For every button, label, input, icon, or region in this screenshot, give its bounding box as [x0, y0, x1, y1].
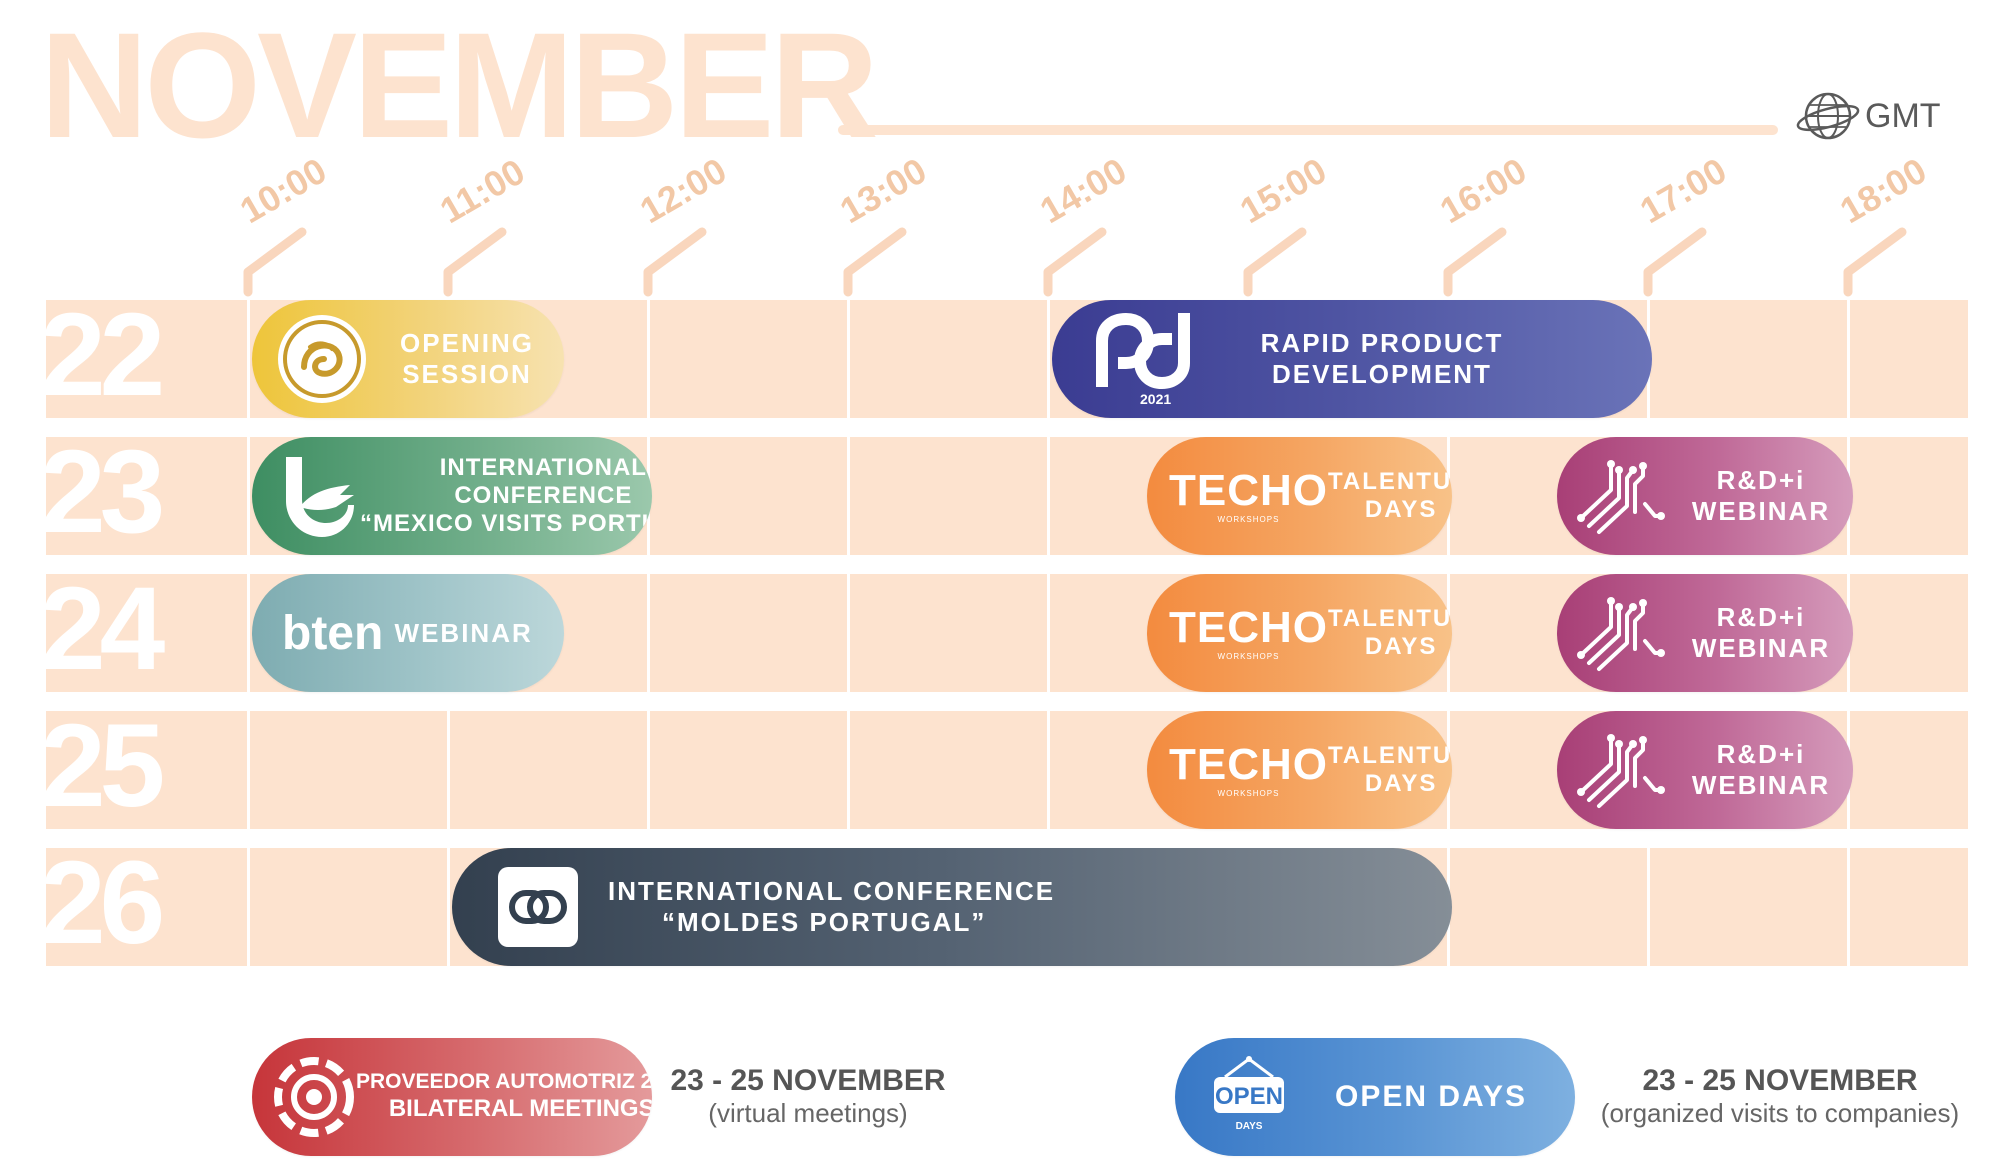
hour-marker: 12:00	[633, 150, 786, 300]
techo-logo-sub: WORKSHOPS	[1217, 788, 1280, 798]
date-range-main: 23 - 25 NOVEMBER	[1642, 1064, 1918, 1097]
event-title-line: R&D+i	[1716, 602, 1806, 633]
techo-logo: TECHO WORKSHOPS	[1169, 602, 1328, 661]
techo-logo-sub: WORKSHOPS	[1217, 651, 1280, 661]
event-talentum-days[interactable]: TECHO WORKSHOPS TALENTUM DAYS	[1147, 437, 1452, 555]
day-number: 23	[40, 426, 165, 558]
event-title-line: DAYS	[1364, 633, 1438, 660]
techo-logo: TECHO WORKSHOPS	[1169, 739, 1328, 798]
event-title-line: OPEN DAYS	[1335, 1080, 1527, 1114]
date-range-note: (organized visits to companies)	[1600, 1098, 1960, 1128]
open-sign-word: OPEN	[1214, 1082, 1283, 1110]
opening-emblem-icon	[278, 315, 366, 403]
event-title-line: PROVEEDOR AUTOMOTRIZ 2021	[356, 1070, 652, 1094]
event-bten-webinar[interactable]: bten WEBINAR	[252, 574, 564, 692]
event-title-line: TALENTUM	[1328, 604, 1452, 632]
hour-marker: 10:00	[233, 150, 386, 300]
event-rapid-product-development[interactable]: 2021 RAPID PRODUCT DEVELOPMENT	[1052, 300, 1652, 418]
techo-logo-word: TECHO	[1169, 602, 1328, 652]
timezone-indicator: GMT	[1795, 88, 1941, 144]
rpd-logo-icon	[1096, 312, 1190, 390]
proveedor-dates: 23 - 25 NOVEMBER (virtual meetings)	[668, 1064, 948, 1129]
event-title-line: WEBINAR	[1691, 770, 1831, 800]
event-rdi-webinar[interactable]: R&D+i WEBINAR	[1557, 711, 1853, 829]
rpd-logo: 2021	[1096, 311, 1192, 407]
day-number: 24	[40, 563, 165, 695]
event-title-line: “MOLDES PORTUGAL”	[662, 907, 987, 937]
timezone-label: GMT	[1865, 96, 1941, 135]
day-number: 22	[40, 289, 165, 421]
event-open-days[interactable]: OPEN DAYS OPEN DAYS	[1175, 1038, 1575, 1156]
techo-logo-word: TECHO	[1169, 465, 1328, 515]
event-title-line: TALENTUM	[1328, 467, 1452, 495]
techo-logo-word: TECHO	[1169, 739, 1328, 789]
event-title-line: INTERNATIONAL	[439, 453, 647, 481]
event-title-line: R&D+i	[1716, 465, 1806, 496]
event-talentum-days[interactable]: TECHO WORKSHOPS TALENTUM DAYS	[1147, 574, 1452, 692]
open-sign-sub: DAYS	[1235, 1120, 1263, 1132]
month-underline	[838, 125, 1778, 135]
event-title-line: R&D+i	[1716, 739, 1806, 770]
hour-marker: 15:00	[1233, 150, 1386, 300]
hour-marker: 13:00	[833, 150, 986, 300]
bten-logo: bten	[282, 606, 384, 660]
event-title-line: OPENING	[400, 328, 534, 359]
gear-emblem-icon	[274, 1057, 354, 1137]
eagle-emblem-icon	[286, 457, 354, 537]
event-title-line: “MEXICO VISITS PORTUGAL”	[360, 510, 652, 538]
event-title-line: TALENTUM	[1328, 741, 1452, 769]
event-title-line: WEBINAR	[1691, 496, 1831, 526]
event-moldes-portugal[interactable]: INTERNATIONAL CONFERENCE “MOLDES PORTUGA…	[452, 848, 1452, 966]
month-title: NOVEMBER	[40, 1, 879, 169]
rpd-logo-year: 2021	[1140, 391, 1172, 407]
day-number: 26	[40, 837, 165, 969]
event-title-line: SESSION	[402, 359, 532, 389]
event-talentum-days[interactable]: TECHO WORKSHOPS TALENTUM DAYS	[1147, 711, 1452, 829]
circuit-icon	[1577, 460, 1665, 534]
event-title-line: INTERNATIONAL CONFERENCE	[608, 876, 1056, 907]
event-title-line: WEBINAR	[1691, 633, 1831, 663]
hanging-sign-icon	[1214, 1055, 1284, 1113]
event-proveedor-automotriz[interactable]: PROVEEDOR AUTOMOTRIZ 2021 BILATERAL MEET…	[252, 1038, 652, 1156]
event-rdi-webinar[interactable]: R&D+i WEBINAR	[1557, 574, 1853, 692]
circuit-icon	[1577, 597, 1665, 671]
event-title-line: DAYS	[1364, 496, 1438, 523]
day-number: 25	[40, 700, 165, 832]
hour-marker: 16:00	[1433, 150, 1586, 300]
event-title-line: BILATERAL MEETINGS	[388, 1095, 652, 1123]
techo-logo-sub: WORKSHOPS	[1217, 514, 1280, 524]
hour-marker: 17:00	[1633, 150, 1786, 300]
event-title-line: RAPID PRODUCT	[1260, 328, 1504, 359]
moldes-logo	[498, 867, 578, 947]
chain-link-icon	[509, 890, 567, 924]
open-days-dates: 23 - 25 NOVEMBER (organized visits to co…	[1590, 1064, 1970, 1129]
event-rdi-webinar[interactable]: R&D+i WEBINAR	[1557, 437, 1853, 555]
event-title-line: DEVELOPMENT	[1272, 359, 1492, 389]
globe-icon	[1796, 92, 1860, 140]
techo-logo: TECHO WORKSHOPS	[1169, 465, 1328, 524]
event-title-line: WEBINAR	[394, 617, 533, 648]
hour-marker: 18:00	[1833, 150, 1986, 300]
date-range-note: (virtual meetings)	[708, 1098, 908, 1128]
hour-marker: 11:00	[433, 151, 586, 300]
event-title-line: CONFERENCE	[454, 481, 633, 509]
circuit-icon	[1577, 734, 1665, 808]
event-opening-session[interactable]: OPENING SESSION	[252, 300, 564, 418]
open-sign: OPEN DAYS	[1211, 1055, 1287, 1140]
event-title-line: DAYS	[1364, 770, 1438, 797]
date-range-main: 23 - 25 NOVEMBER	[670, 1064, 946, 1097]
hour-marker: 14:00	[1033, 150, 1186, 300]
event-mexico-visits-portugal[interactable]: INTERNATIONAL CONFERENCE “MEXICO VISITS …	[252, 437, 652, 555]
